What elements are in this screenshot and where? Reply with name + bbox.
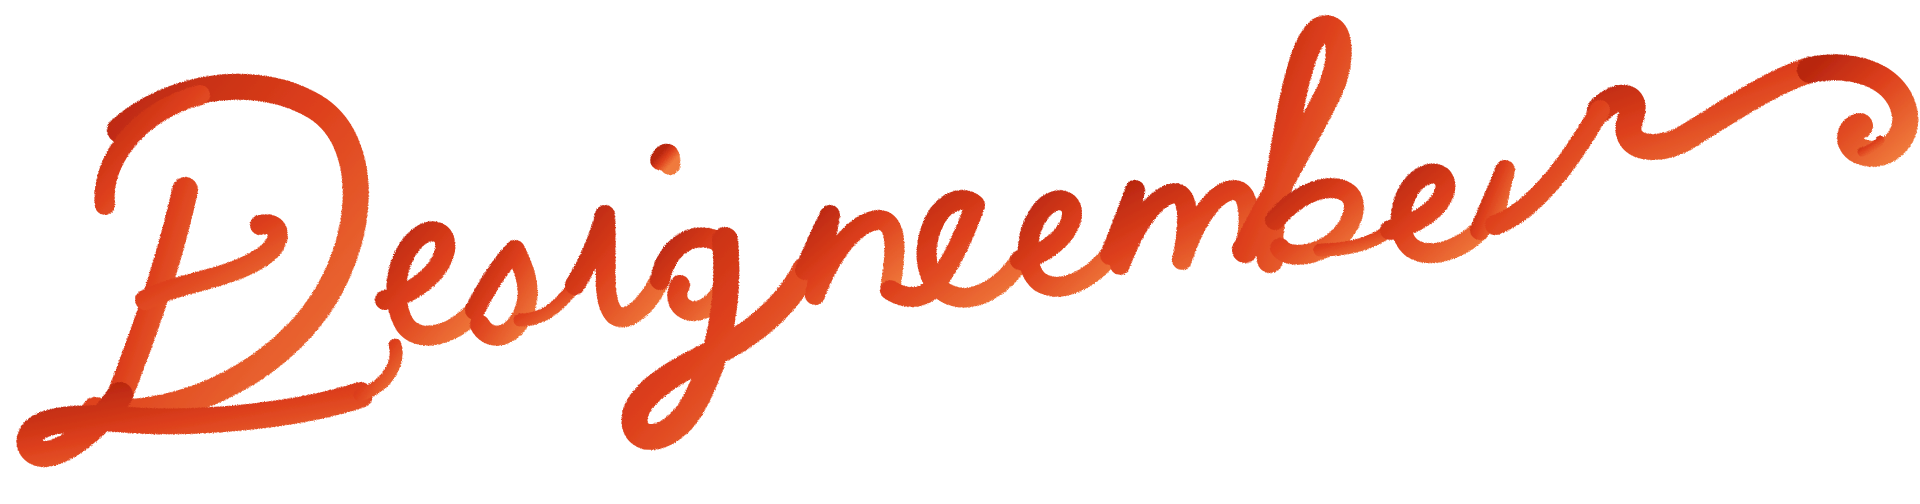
letter-g: [621, 227, 818, 450]
letter-r: [1470, 57, 1823, 240]
letter-e-3: [1380, 163, 1490, 264]
letter-b: [1232, 15, 1397, 273]
letter-m: [1100, 180, 1259, 275]
letter-s: [465, 240, 582, 346]
letter-c: [880, 190, 1030, 308]
tail-flourish: [1797, 54, 1919, 167]
letter-e-2: [1010, 190, 1120, 297]
letter-d: [16, 73, 403, 467]
letter-e: [375, 221, 485, 346]
letter-i: [565, 143, 681, 328]
letter-n: [795, 205, 905, 305]
